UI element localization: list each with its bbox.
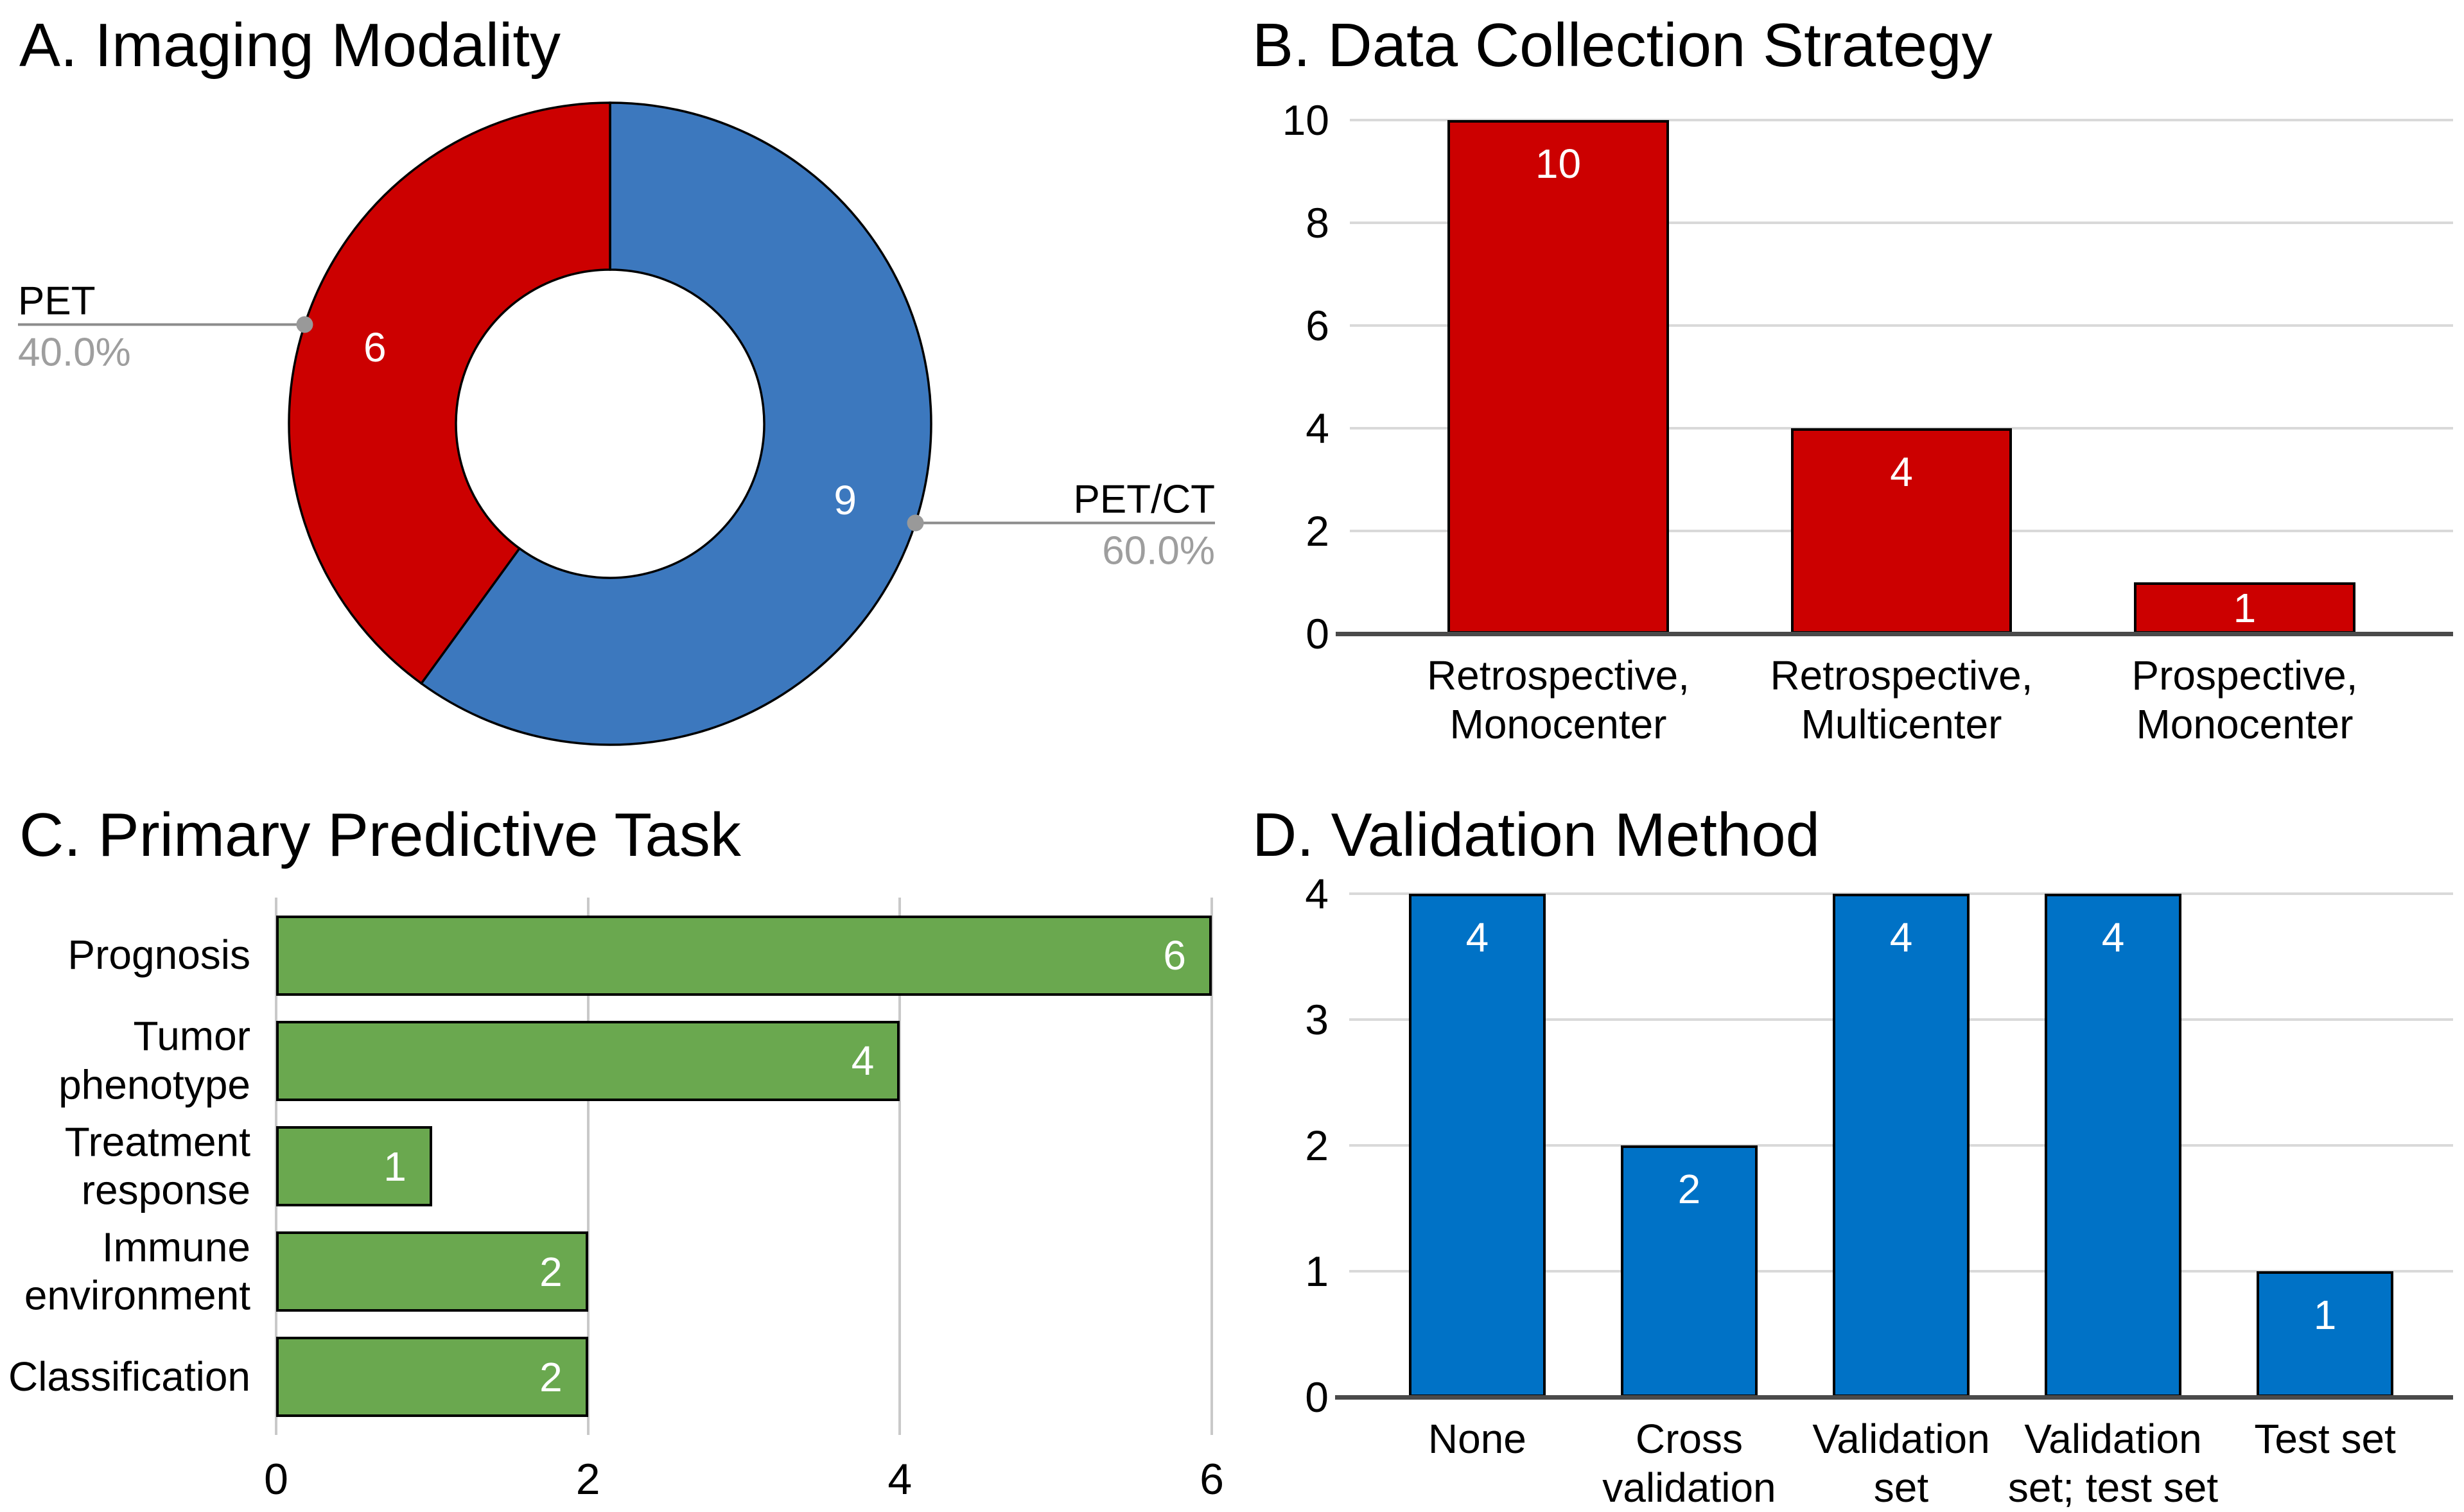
pie-slice-pet-ct <box>419 101 932 746</box>
bar <box>276 1337 588 1417</box>
bar <box>1447 120 1669 634</box>
bar-value-label: 1 <box>2313 1292 2337 1338</box>
y-axis-tick-label: 8 <box>1306 199 1329 247</box>
category-label: Validation set <box>1812 1416 1990 1511</box>
y-axis-tick-label: 4 <box>1305 870 1329 917</box>
y-axis-tick-label: 1 <box>1305 1247 1329 1295</box>
y-axis-tick-label: 2 <box>1305 1122 1329 1169</box>
panel-c-title: C. Primary Predictive Task <box>19 801 741 869</box>
bar-value-label: 4 <box>851 1038 875 1084</box>
bar <box>276 1231 588 1312</box>
bar-value-label: 1 <box>383 1143 406 1190</box>
slice-value-label: 6 <box>363 324 387 370</box>
imaging-modality-donut-chart: 9 PET/CT 60.0% 6 PET 40.0% <box>0 0 1233 790</box>
panel-b-data-collection-strategy: B. Data Collection Strategy 0 2 4 6 8 10 10 Ret… <box>1233 0 2464 790</box>
callout-slice-percent: 40.0% <box>18 330 131 374</box>
category-label: Prognosis <box>67 932 250 978</box>
callout-slice-name: PET/CT <box>1074 478 1215 522</box>
bar <box>276 916 1212 996</box>
panel-d-title: D. Validation Method <box>1252 801 1821 869</box>
bar-value-label: 4 <box>1890 449 1913 495</box>
bar <box>1833 894 1970 1397</box>
validation-method-bar-chart: 0 1 2 3 4 4 None 2 Cross validation 4 Validation s… <box>1233 790 2464 1511</box>
category-label: Treatment response <box>64 1118 250 1213</box>
category-label: Classification <box>8 1353 250 1400</box>
bar-value-label: 4 <box>1465 914 1489 960</box>
y-axis-tick-label: 0 <box>1306 610 1329 657</box>
bar-value-label: 2 <box>539 1248 563 1295</box>
x-axis-line <box>1335 1395 2453 1400</box>
callout-anchor-dot <box>907 514 924 532</box>
panel-b-title: B. Data Collection Strategy <box>1252 11 1993 80</box>
y-axis-tick-label: 0 <box>1305 1373 1329 1421</box>
category-label: Cross validation <box>1602 1416 1776 1511</box>
y-axis-tick-label: 6 <box>1306 302 1329 349</box>
bar-value-label: 1 <box>2233 585 2257 631</box>
donut-chart-svg: 9 PET/CT 60.0% 6 PET 40.0% <box>18 101 1215 746</box>
predictive-task-hbar-chart: 0 2 4 6 6 Prognosis 4 Tumor phenotype 1 Treatment… <box>0 790 1233 1511</box>
callout-slice-name: PET <box>18 279 96 323</box>
bar-value-label: 2 <box>539 1353 563 1400</box>
y-axis-tick-label: 10 <box>1282 96 1329 144</box>
y-axis-tick-label: 3 <box>1305 996 1329 1043</box>
category-label: None <box>1428 1416 1526 1462</box>
bar-value-label: 2 <box>1677 1166 1701 1212</box>
bar <box>276 1126 432 1206</box>
category-label: Test set <box>2254 1416 2396 1462</box>
bar-value-label: 6 <box>1163 932 1186 979</box>
x-axis-tick-label: 0 <box>264 1455 288 1504</box>
bar <box>1790 428 2013 634</box>
x-axis-tick-label: 2 <box>575 1455 600 1504</box>
gridline <box>1210 898 1213 1435</box>
data-collection-bar-chart: 0 2 4 6 8 10 10 Retrospective, Monocenter 4 Retro… <box>1233 0 2464 790</box>
bar <box>2134 582 2355 634</box>
bar <box>1408 894 1546 1397</box>
y-axis-tick-label: 2 <box>1306 507 1329 555</box>
pie-slice-pet <box>288 101 611 685</box>
gridline <box>1350 324 2453 327</box>
x-axis-line <box>1336 632 2453 636</box>
category-label: Prospective, Monocenter <box>2131 652 2358 747</box>
category-label: Validation set; test set <box>2007 1416 2219 1511</box>
x-axis-tick-label: 6 <box>1200 1455 1224 1504</box>
bar-value-label: 4 <box>2101 914 2125 960</box>
slice-value-label: 9 <box>834 477 857 523</box>
bar-value-label: 4 <box>1889 914 1913 960</box>
category-label: Retrospective, Monocenter <box>1426 652 1690 747</box>
bar-value-label: 10 <box>1535 141 1582 187</box>
category-label: Tumor phenotype <box>58 1012 250 1108</box>
y-axis-tick-label: 4 <box>1306 404 1329 452</box>
panel-d-validation-method: D. Validation Method 0 1 2 3 4 4 None 2 Cross va… <box>1233 790 2464 1511</box>
panel-a-imaging-modality: A. Imaging Modality 9 PET/CT 60.0% 6 PET 40.0… <box>0 0 1233 790</box>
category-label: Retrospective, Multicenter <box>1770 652 2033 747</box>
callout-slice-percent: 60.0% <box>1102 529 1215 573</box>
x-axis-tick-label: 4 <box>887 1455 913 1504</box>
bar <box>1621 1145 1758 1397</box>
gridline <box>898 898 902 1435</box>
gridline <box>1350 119 2453 121</box>
panel-a-title: A. Imaging Modality <box>19 11 561 80</box>
gridline <box>1350 222 2453 224</box>
callout-anchor-dot <box>296 316 313 333</box>
panel-c-primary-predictive-task: C. Primary Predictive Task 0 2 4 6 6 Prognosi… <box>0 790 1233 1511</box>
gridline <box>586 898 590 1435</box>
bar <box>276 1021 900 1101</box>
category-label: Immune environment <box>24 1224 250 1319</box>
bar <box>2045 894 2181 1397</box>
